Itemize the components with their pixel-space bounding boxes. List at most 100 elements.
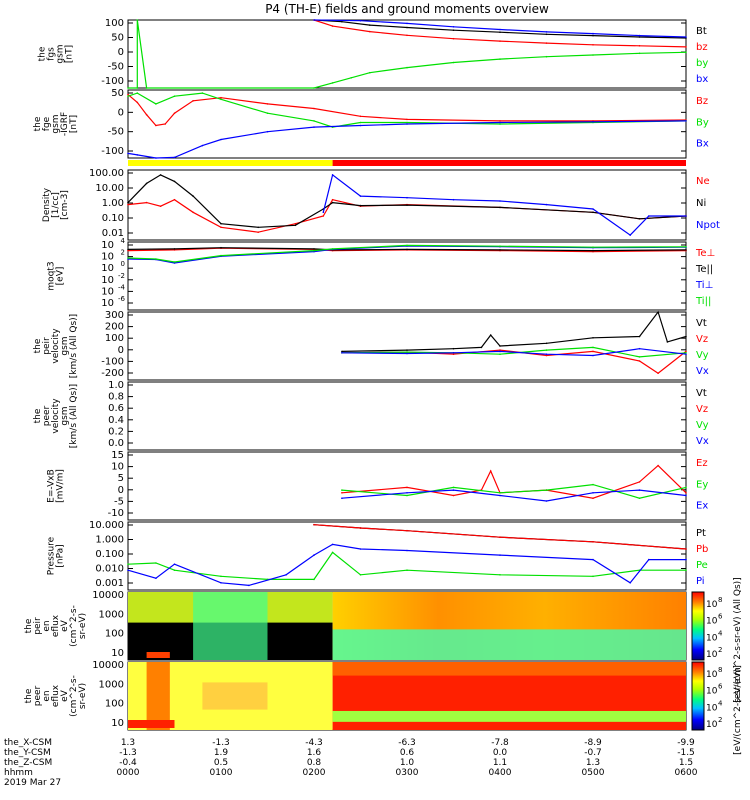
data-point [136,87,139,89]
data-point [452,26,455,28]
y-axis-label: peer [33,685,43,706]
data-point [159,174,162,176]
chart-title: P4 (TH-E) fields and ground moments over… [265,2,549,16]
y-tick-label: 1000 [99,609,124,620]
data-point [173,198,176,201]
series-line-Vt [341,310,687,352]
legend-entry: by [696,58,708,69]
y-tick-label: -10 [108,508,124,519]
data-point [155,562,157,564]
data-point [685,353,687,356]
data-point [545,342,548,345]
y-axis-label: moqt3 [47,261,57,290]
colorbar-tick-label: 10 [706,600,718,610]
data-point [192,195,194,197]
x-tick-label: 0.0 [493,748,508,758]
x-tick-label: 1.5 [679,758,693,768]
y-axis-label: Density [42,187,52,222]
data-point [136,19,139,21]
data-point [406,22,408,25]
y-axis-label: fgs [47,47,57,61]
spectro-region-ion-center [193,592,268,660]
colorbar [691,591,705,661]
data-point [592,34,594,37]
data-point [657,464,659,467]
data-point [638,335,641,338]
colorbar-tick-exponent: 8 [718,596,722,604]
colorbar-tick-exponent: 6 [718,613,723,621]
y-axis-label: the [33,116,43,131]
colorbar-tick-exponent: 4 [718,629,723,637]
panel-frame-efield [127,451,687,521]
x-tick-label: 1.0 [400,758,415,768]
x-tick-label: 0.5 [214,758,228,768]
data-point [499,28,501,31]
data-point [452,347,455,350]
y-tick-label: 0.10 [102,213,124,224]
colorbar-tick-label: 10 [706,617,718,627]
y-axis-label: gsm [60,406,70,425]
y-tick-label: 10 [111,718,124,729]
y-tick-label: -100 [101,76,124,87]
y-tick-label: 15 [111,450,124,461]
data-point [638,45,641,47]
data-point [592,208,594,210]
x-tick-label: -6.3 [398,738,416,748]
data-point [322,215,325,217]
y-tick-label: 0.2 [108,426,124,437]
x-tick-label: -8.9 [584,738,602,748]
series-line-bx [313,19,687,38]
y-tick-label: 300 [105,310,124,321]
data-point [685,492,687,494]
legend-entry: Pe [696,560,708,571]
data-point [638,481,641,483]
colorbar-tick-label: 10 [706,650,718,660]
legend-entry: Vx [696,366,709,377]
series-line-Bx [127,120,687,159]
data-point [341,20,343,23]
data-point [592,575,594,578]
data-point [359,548,362,550]
data-point [452,486,455,489]
x-tick-label: 0000 [117,768,140,778]
data-point [685,46,687,48]
legend-entry: Ne [696,176,710,187]
panel-frame-peer-velocity [127,381,687,451]
data-point [685,249,687,251]
y-tick-label: 50 [111,88,124,99]
data-point [145,201,148,204]
data-point [545,353,548,356]
x-tick-label: -1.3 [212,738,230,748]
data-point [499,554,501,556]
y-tick-label: 0 [118,47,124,58]
y-tick-label: 10 [101,263,114,274]
data-point [331,174,334,176]
data-point [499,31,501,33]
y-axis-label: eV [60,619,70,632]
y-tick-label: 10.00 [95,183,124,194]
y-tick-label: 0.100 [95,549,124,560]
data-point [313,248,315,250]
series-line-Ex [341,489,687,502]
data-point [499,349,501,351]
y-axis-label: [eV] [56,267,66,286]
x-row-label: the_Y-CSM [4,748,51,758]
data-point [638,489,641,491]
y-tick-label: 5 [118,473,124,484]
x-tick-label: -1.3 [119,748,137,758]
y-tick-exponent: -4 [118,283,126,291]
data-point [499,245,501,247]
data-point [145,87,148,89]
y-tick-label: 100.00 [89,168,124,179]
y-tick-label: 0.8 [108,392,124,403]
data-point [313,120,315,122]
x-tick-label: 1.1 [493,758,507,768]
y-axis-label: -IGRF [60,112,70,136]
data-point [331,25,334,27]
legend-entry: Ex [696,501,708,512]
data-point [359,115,362,118]
y-tick-label: 100 [105,629,124,640]
y-tick-label: 0.001 [95,578,124,589]
data-point [294,224,297,227]
data-point [592,483,594,486]
